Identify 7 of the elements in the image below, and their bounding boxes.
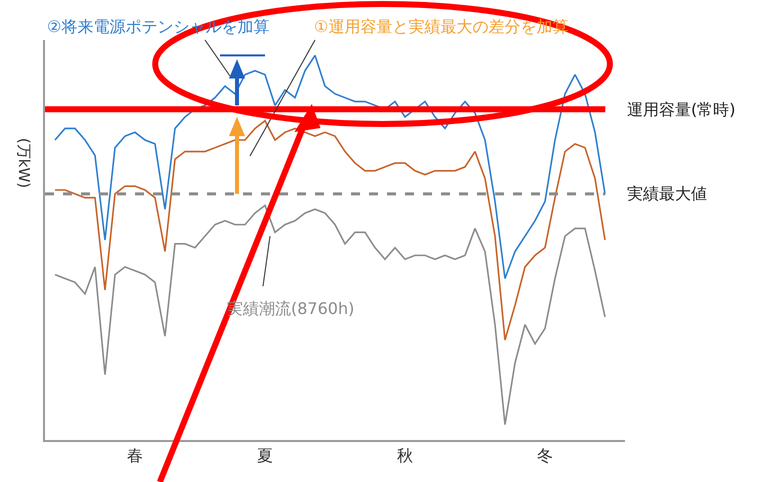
ref-line-label: 実績最大値 <box>627 184 707 203</box>
x-tick-label: 秋 <box>397 446 413 466</box>
x-tick-label: 夏 <box>257 446 273 466</box>
y-axis-title: (万kW) <box>15 138 34 188</box>
ref-line-label: 運用容量(常時) <box>627 100 736 119</box>
x-tick-label: 冬 <box>537 446 553 466</box>
x-tick-label: 春 <box>127 446 143 466</box>
